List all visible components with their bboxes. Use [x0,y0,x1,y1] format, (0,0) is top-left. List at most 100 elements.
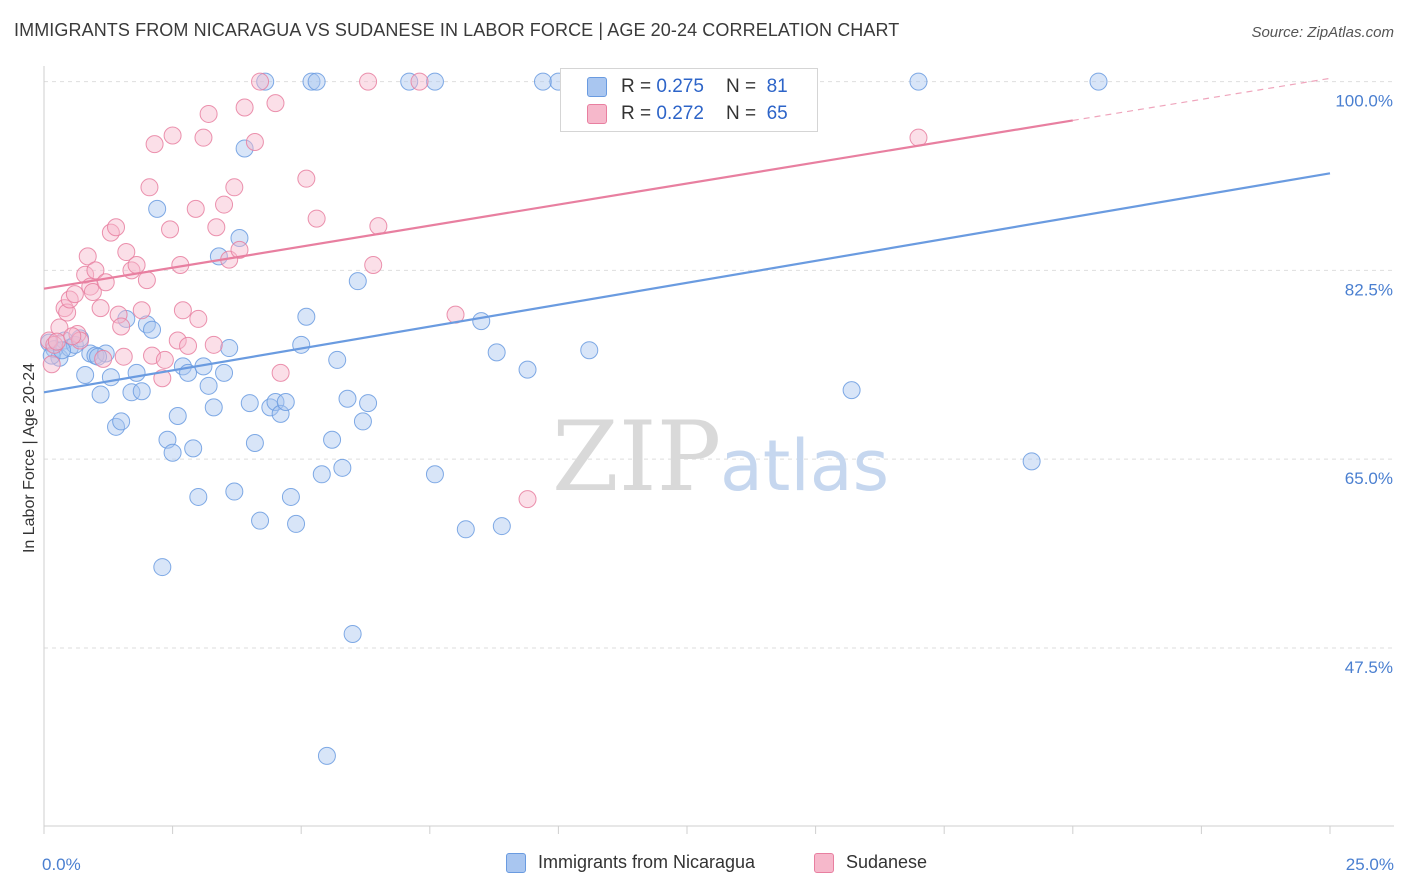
data-point [909,72,928,91]
data-point [266,393,285,412]
data-point [153,369,172,388]
data-point [292,335,311,354]
data-point [359,394,378,413]
data-point [127,255,146,274]
data-point [348,272,367,291]
axes [43,66,1394,834]
data-point [199,376,218,395]
y-tick-label: 65.0% [1345,469,1393,488]
data-point [168,407,187,426]
data-point [47,332,66,351]
data-point [163,443,182,462]
data-point [199,104,218,123]
data-point [281,487,300,506]
data-point [353,412,372,431]
data-point [307,72,326,91]
data-point [132,301,151,320]
data-point [307,209,326,228]
data-point [492,517,511,536]
data-point [245,434,264,452]
data-point [472,312,491,331]
data-point [533,72,552,91]
data-point [109,305,128,324]
data-point [333,458,352,477]
series-legend: Immigrants from Nicaragua Sudanese [0,852,1406,878]
data-point [364,255,383,274]
data-point [101,223,120,242]
data-point [83,282,102,301]
data-point [487,343,506,362]
data-point [251,72,270,91]
data-point [194,128,213,147]
data-point [155,350,174,369]
watermark: ZIP atlas [552,401,889,513]
chart-title: IMMIGRANTS FROM NICARAGUA VS SUDANESE IN… [14,20,900,40]
data-point [225,482,244,501]
data-point [78,247,97,266]
data-point [425,72,444,91]
data-point [323,430,342,449]
data-point [143,320,162,339]
data-point [251,511,270,530]
data-point [163,126,182,145]
data-point [842,381,861,400]
data-point [518,490,537,509]
data-point [410,72,429,91]
data-point [312,465,331,484]
legend-item-nicaragua: Immigrants from Nicaragua [506,852,755,873]
data-point [271,404,290,423]
legend-r-label: R = [621,76,652,97]
data-point [189,487,208,506]
data-point [173,301,192,320]
watermark-atlas: atlas [720,425,889,507]
data-point [112,317,131,336]
data-point [359,72,378,91]
data-point [114,347,133,366]
trend-line-sudanese-extension [1072,77,1331,122]
data-point [276,393,295,412]
data-point [137,271,156,290]
data-point [168,331,187,350]
data-point [112,412,131,431]
data-point [107,417,126,436]
data-point [50,318,69,337]
legend-swatch-sudanese [814,852,834,873]
y-tick-label: 47.5% [1345,658,1393,677]
data-point [302,72,321,91]
data-point [96,273,115,292]
data-point [580,341,599,360]
series-sudanese-points [40,72,928,509]
data-point [245,132,264,151]
data-point [127,363,146,382]
legend-item-sudanese: Sudanese [814,852,927,873]
data-point [235,98,254,117]
y-tick-label: 100.0% [1335,92,1393,111]
x-tick-label: 0.0% [42,855,81,874]
data-point [518,360,537,379]
data-point [161,220,180,239]
data-point [256,72,275,91]
legend-n-value: 81 [766,76,788,97]
data-point [63,327,82,346]
data-point [153,558,172,577]
data-point [266,94,285,113]
trend-line-sudanese [43,119,1073,290]
watermark-zip: ZIP [552,401,721,513]
data-point [225,178,244,197]
grid-lines [44,81,1394,649]
data-point [328,350,347,369]
data-point [343,624,362,643]
legend-r-label: R = [621,103,652,124]
data-point [400,72,419,91]
data-point [425,465,444,484]
data-point [184,439,203,458]
legend-label-sudanese: Sudanese [846,852,928,872]
data-point [338,389,357,408]
data-point [86,261,105,280]
trend-lines [43,77,1331,394]
legend-swatch-sudanese [587,104,607,124]
data-point [94,349,113,368]
x-tick-label: 25.0% [1346,855,1394,874]
data-point [230,240,249,259]
